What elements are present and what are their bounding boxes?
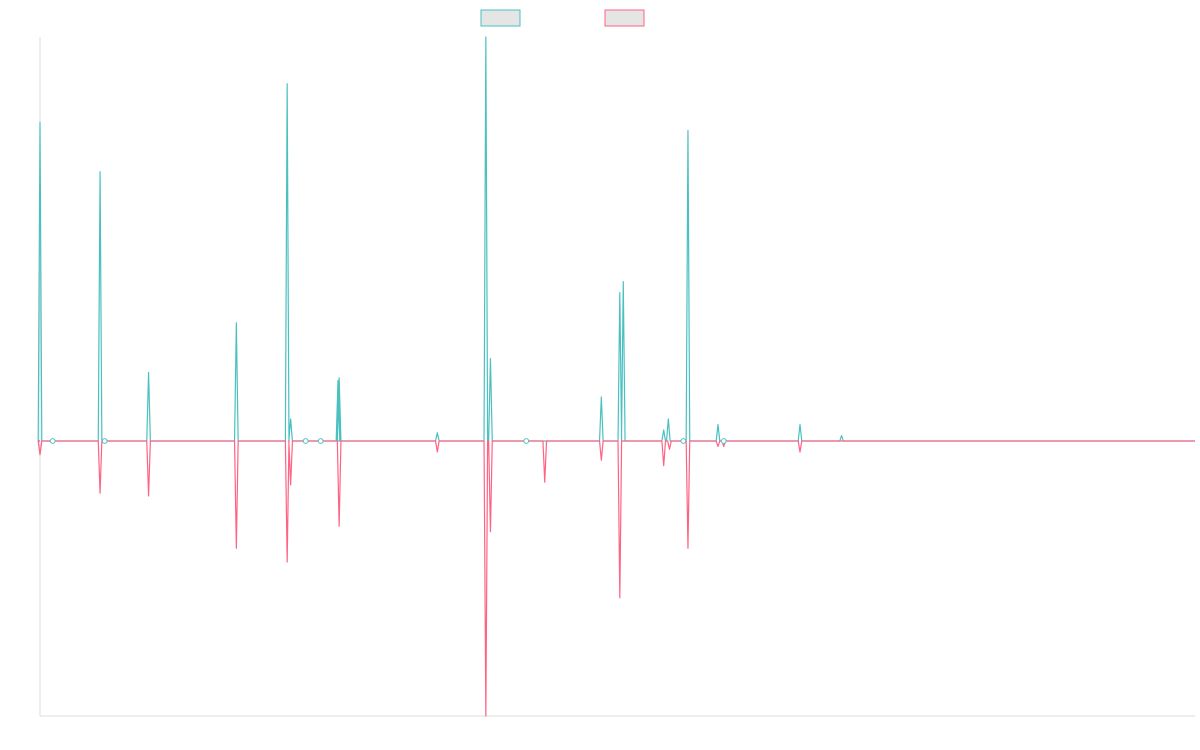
chart-series [37, 36, 1195, 717]
series-line-1 [37, 36, 1195, 442]
data-point-marker [49, 438, 56, 444]
data-point-marker [302, 438, 309, 444]
chart-axes [39, 37, 1195, 717]
legend-swatch-1 [480, 9, 521, 27]
legend-swatch-2 [604, 9, 645, 27]
chart-markers [49, 438, 727, 444]
data-point-marker [101, 438, 108, 444]
data-point-marker [523, 438, 530, 444]
chart-legend[interactable] [480, 9, 645, 27]
series-line-2 [37, 440, 1195, 717]
data-point-marker [680, 438, 687, 444]
data-point-marker [720, 438, 727, 444]
data-point-marker [317, 438, 324, 444]
